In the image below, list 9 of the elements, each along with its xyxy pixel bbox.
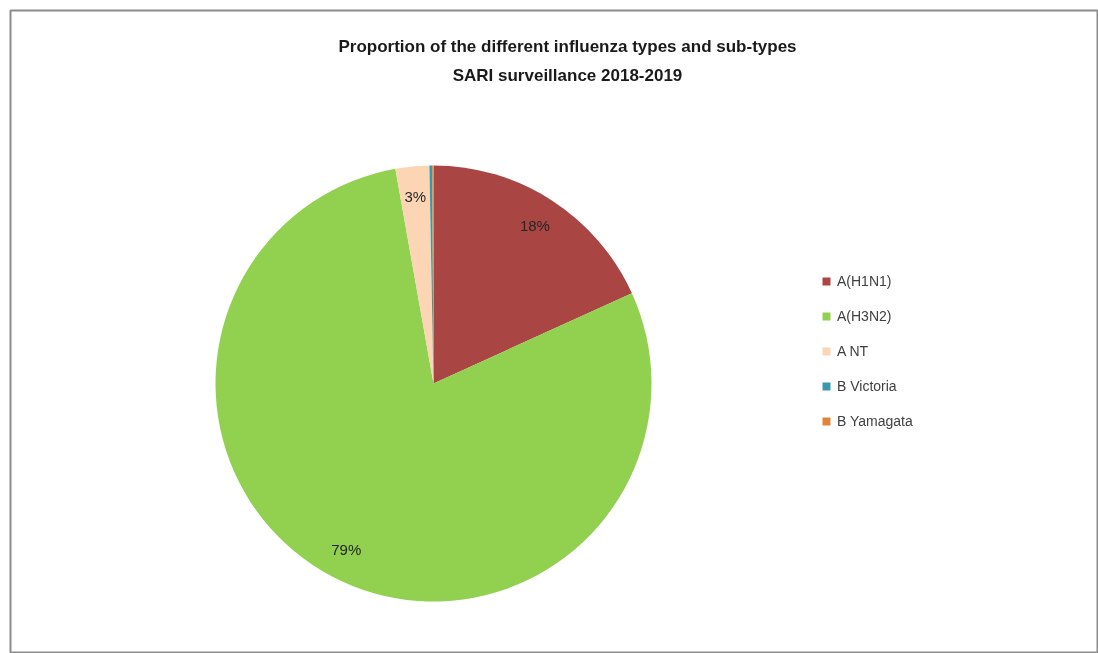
legend-label: A NT xyxy=(837,342,869,361)
legend-label: A(H1N1) xyxy=(837,272,892,291)
legend-label: A(H3N2) xyxy=(837,307,892,326)
data-label: 79% xyxy=(331,540,362,558)
data-label: 18% xyxy=(519,217,550,235)
legend-label: B Victoria xyxy=(837,377,897,396)
data-label: 3% xyxy=(404,188,427,206)
legend-label: B Yamagata xyxy=(837,412,913,431)
chart-title: Proportion of the different influenza types and sub-types SARI surveillance 2018-2019 xyxy=(338,36,797,85)
